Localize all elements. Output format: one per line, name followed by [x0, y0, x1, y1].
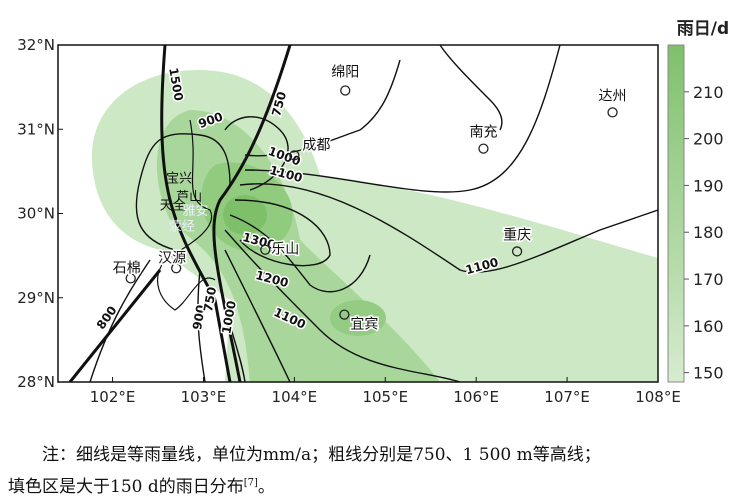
contour-label: 900 [190, 304, 208, 331]
lon-tick-label: 102°E [90, 388, 136, 406]
colorbar-tick-label: 160 [693, 317, 724, 336]
lat-tick-label: 31°N [17, 120, 55, 138]
city-label: 荥经 [169, 219, 195, 234]
city-label: 成都 [302, 137, 330, 153]
lat-tick-label: 30°N [17, 205, 55, 223]
contour-label: 750 [201, 286, 219, 313]
city-marker [171, 263, 182, 274]
city-label: 雅安 [182, 204, 208, 219]
lon-tick-label: 106°E [453, 388, 499, 406]
colorbar-tick-label: 210 [693, 83, 724, 102]
city-marker [607, 107, 618, 118]
city-label: 乐山 [271, 242, 299, 258]
colorbar-tick-label: 170 [693, 270, 724, 289]
rain-day-region-yaan [223, 195, 267, 235]
city-label: 石棉 [113, 259, 141, 276]
city-label: 达州 [599, 88, 627, 104]
city-label: 汉源 [158, 250, 186, 266]
note-text: 填色区是大于150 d的雨日分布 [8, 477, 244, 497]
colorbar-tick-label: 150 [693, 364, 724, 383]
city-marker [511, 246, 523, 257]
reference-mark: [7] [243, 477, 258, 489]
axes: 102°E 103°E 104°E 105°E 106°E 107°E 108°E 32°N 3… [17, 36, 681, 406]
rain-day-region-yibin [330, 300, 386, 336]
city-marker [125, 273, 136, 284]
city-marker [339, 309, 350, 320]
city-label: 南充 [469, 125, 497, 141]
lat-tick-label: 29°N [17, 289, 55, 307]
city-label: 重庆 [503, 227, 531, 243]
colorbar-tick-label: 190 [693, 176, 724, 195]
colorbar: 雨日/d 210 200 190 180 170 160 150 [667, 19, 729, 383]
lon-tick-label: 104°E [272, 388, 318, 406]
city-label: 宝兴 [166, 171, 192, 186]
lon-tick-label: 107°E [544, 388, 590, 406]
lat-tick-label: 32°N [17, 36, 55, 54]
note-end: 。 [257, 477, 275, 497]
contour-1500m [160, 45, 232, 382]
colorbar-tick-label: 180 [693, 223, 724, 242]
city-marker [340, 85, 351, 96]
colorbar-title: 雨日/d [677, 19, 729, 39]
city-label: 宜宾 [350, 317, 378, 333]
colorbar-tick-label: 200 [693, 130, 724, 149]
figure-note-line1: 注：细线是等雨量线，单位为mm/a；粗线分别是750、1 500 m等高线； [42, 445, 601, 465]
colorbar-scale [667, 44, 685, 383]
contours [68, 45, 658, 382]
figure-note-line2: 填色区是大于150 d的雨日分布[7]。 [8, 472, 275, 497]
lon-tick-label: 105°E [362, 388, 408, 406]
city-label: 天全 [160, 197, 186, 213]
lon-tick-label: 103°E [181, 388, 227, 406]
city-marker [478, 143, 489, 154]
city-label: 芦山 [176, 190, 202, 205]
lat-tick-label: 28°N [17, 373, 55, 391]
city-marker [289, 150, 300, 161]
city-marker [260, 244, 271, 255]
city-label: 绵阳 [331, 63, 359, 80]
lon-tick-label: 108°E [635, 388, 681, 406]
